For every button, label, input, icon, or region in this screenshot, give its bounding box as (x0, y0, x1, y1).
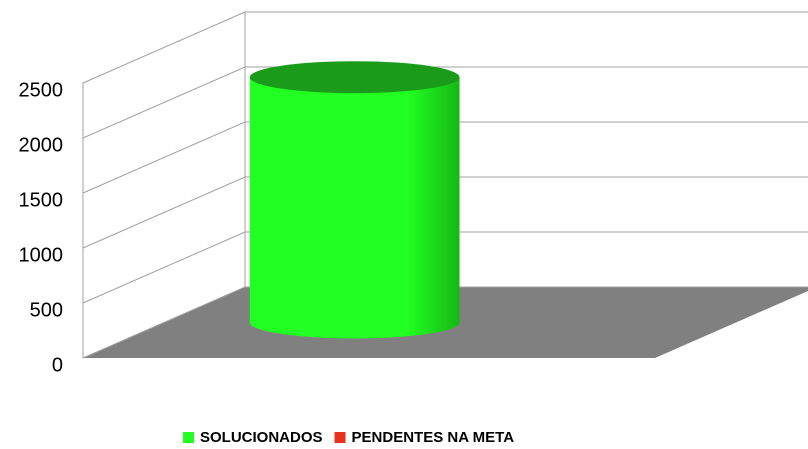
legend-swatch (334, 432, 346, 443)
y-tick-label: 2000 (19, 134, 64, 156)
grid-line (82, 231, 808, 304)
grid-line (82, 176, 808, 249)
y-tick-label: 1500 (19, 189, 64, 211)
y-tick-label: 500 (30, 299, 63, 321)
cylinder (249, 77, 460, 339)
legend-swatch (183, 432, 194, 443)
legend-label: PENDENTES NA META (352, 429, 515, 446)
legend: SOLUCIONADOS PENDENTES NA META (183, 429, 514, 446)
grid-line (82, 11, 808, 84)
grid-line (82, 286, 808, 359)
legend-label: SOLUCIONADOS (200, 429, 323, 446)
y-tick-label: 2500 (19, 79, 64, 101)
grid-line (82, 121, 808, 194)
grid-line (82, 66, 808, 139)
y-tick-label: 0 (52, 354, 63, 376)
cylinder-top (249, 61, 460, 94)
data-marks (249, 61, 460, 339)
y-tick-label: 1000 (19, 244, 64, 266)
